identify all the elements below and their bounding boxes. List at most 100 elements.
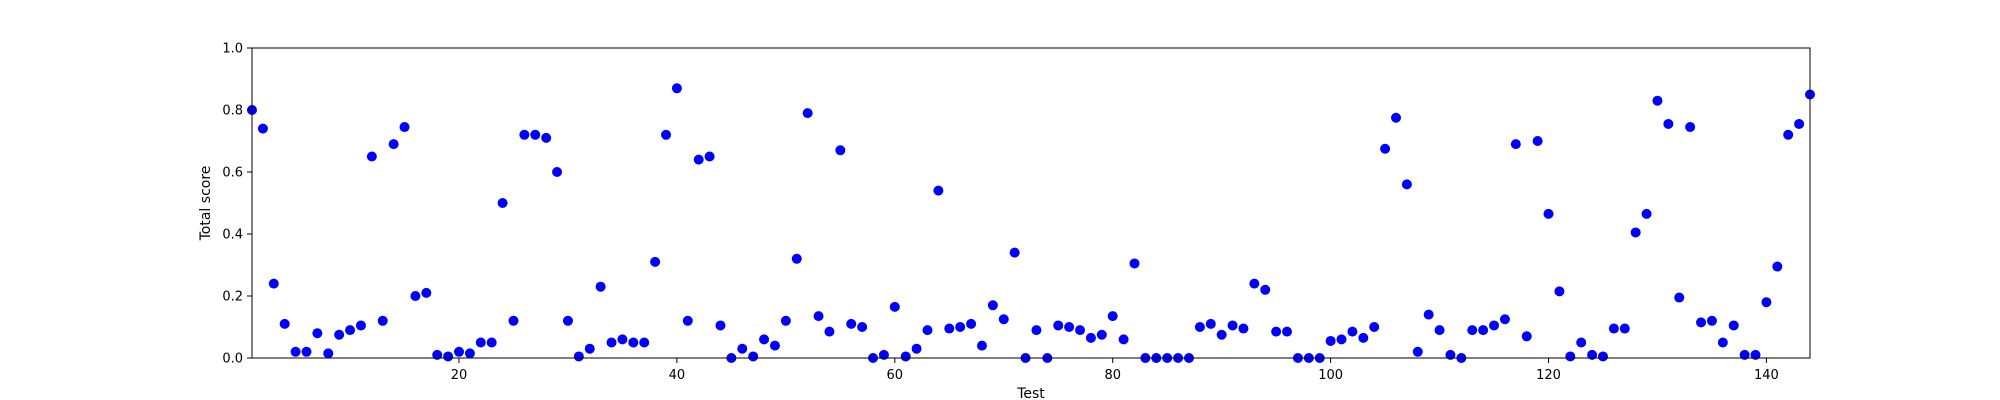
data-point (1696, 317, 1707, 328)
data-point (944, 323, 955, 334)
data-point (813, 311, 824, 322)
data-point (1608, 323, 1619, 334)
data-point (682, 315, 693, 326)
data-point (1238, 323, 1249, 334)
data-point (639, 337, 650, 348)
data-point (1249, 278, 1260, 289)
data-point (301, 346, 312, 357)
data-point (1075, 325, 1086, 336)
data-point (573, 351, 584, 362)
data-point (693, 154, 704, 165)
data-point (1194, 322, 1205, 332)
x-tick-label: 120 (1536, 368, 1561, 383)
x-axis-label: Test (1016, 386, 1045, 400)
data-point (1325, 335, 1336, 346)
data-point (323, 348, 334, 359)
data-point (1423, 309, 1434, 320)
data-point (780, 315, 791, 326)
data-point (911, 343, 922, 354)
data-point (1510, 139, 1521, 150)
data-point (541, 132, 552, 143)
data-point (1739, 349, 1750, 360)
data-point (1401, 179, 1412, 190)
data-point (606, 337, 617, 348)
y-axis-ticks: 0.0 0.2 0.4 0.6 0.8 1.0 (222, 42, 252, 367)
data-point (1380, 143, 1391, 154)
data-point (1412, 346, 1423, 357)
data-point (1750, 349, 1761, 360)
data-point (1597, 351, 1608, 362)
data-point (388, 139, 399, 150)
data-point (334, 329, 345, 340)
data-point (584, 343, 595, 354)
y-tick-label: 0.2 (222, 290, 243, 305)
data-point (508, 315, 519, 326)
x-tick-label: 80 (1104, 368, 1121, 383)
data-point (1369, 322, 1380, 332)
data-point (1576, 337, 1587, 348)
data-point (595, 281, 606, 292)
data-point (1085, 332, 1096, 343)
data-point (290, 346, 301, 357)
data-point (704, 151, 715, 162)
x-tick-label: 60 (887, 368, 904, 383)
data-point (1706, 315, 1717, 326)
x-tick-label: 100 (1318, 368, 1343, 383)
data-point (1521, 331, 1532, 342)
data-point (1053, 320, 1064, 331)
data-point (475, 337, 486, 348)
data-point (835, 145, 846, 156)
data-point (715, 320, 726, 331)
data-point (1532, 136, 1543, 146)
data-point (987, 300, 998, 311)
data-point (791, 253, 802, 264)
data-point (432, 349, 443, 360)
data-point (1205, 318, 1216, 329)
data-point (889, 301, 900, 312)
y-tick-label: 0.6 (222, 166, 243, 181)
data-point (1064, 322, 1075, 332)
data-point (1728, 320, 1739, 331)
data-point (562, 315, 573, 326)
data-point (1009, 247, 1020, 258)
data-point (454, 346, 465, 357)
data-point (737, 343, 748, 354)
data-point (933, 185, 944, 196)
data-point (1118, 334, 1129, 345)
data-point (1565, 351, 1576, 362)
data-point (366, 151, 377, 162)
data-point (1652, 95, 1663, 106)
y-tick-label: 0.8 (222, 104, 243, 119)
data-point (1761, 297, 1772, 308)
data-point (802, 108, 813, 119)
data-point (1347, 326, 1358, 337)
data-point (1390, 112, 1401, 123)
data-point (1031, 325, 1042, 336)
x-tick-label: 140 (1754, 368, 1779, 383)
data-point (497, 198, 508, 208)
data-point (1772, 261, 1783, 272)
data-point (1794, 118, 1805, 129)
data-point (530, 129, 541, 140)
data-point (1587, 349, 1598, 360)
data-points (247, 83, 1815, 363)
data-point (976, 340, 987, 351)
data-point (1717, 337, 1728, 348)
data-point (519, 129, 530, 140)
data-point (1096, 329, 1107, 340)
data-point (1358, 332, 1369, 343)
data-point (1685, 122, 1696, 133)
data-point (628, 337, 639, 348)
data-point (1129, 258, 1140, 269)
data-point (443, 351, 454, 362)
data-point (399, 122, 410, 133)
data-point (617, 334, 628, 345)
data-point (824, 326, 835, 337)
data-point (1489, 320, 1500, 331)
data-point (1467, 325, 1478, 336)
data-point (650, 256, 661, 267)
data-point (900, 351, 911, 362)
data-point (955, 322, 966, 332)
data-point (966, 318, 977, 329)
